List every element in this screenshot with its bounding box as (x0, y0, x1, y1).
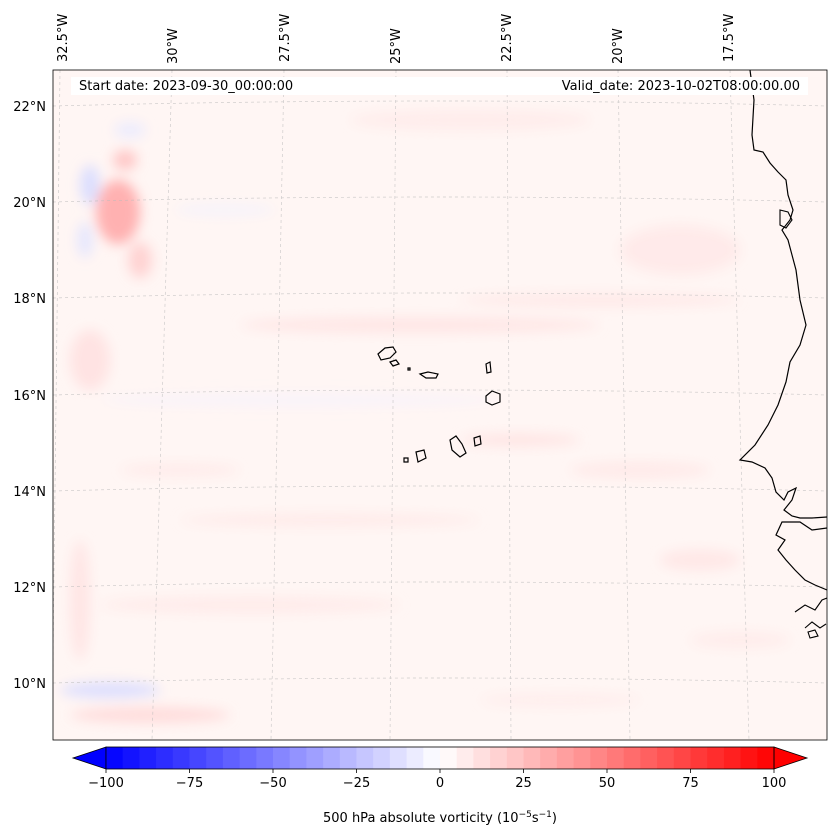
gridlines (53, 70, 827, 740)
colorbar-extend-max (773, 746, 809, 770)
colorbar-band (172, 747, 190, 769)
colorbar-band (623, 747, 641, 769)
colorbar-band (456, 747, 474, 769)
island-santiago (449, 435, 467, 458)
colorbar-tick-label: 50 (599, 776, 616, 791)
valid-date-label: Valid_date: 2023-10-02T08:00:00.00 (562, 79, 800, 94)
colorbar-band (239, 747, 257, 769)
map-border (52, 69, 828, 741)
colorbar-band (723, 747, 741, 769)
colorbar-ticks: −100 −75 −50 −25 0 25 50 75 100 (88, 769, 786, 791)
cape-verde-islands (377, 346, 501, 463)
island-sao-vicente (389, 359, 400, 367)
colorbar-tick-label: 25 (515, 776, 532, 791)
colorbar-band (556, 747, 574, 769)
colorbar-tick-label: 0 (436, 776, 444, 791)
lon-label: 27.5°W (278, 14, 293, 62)
colorbar-band (440, 747, 457, 769)
colorbar-band (406, 747, 424, 769)
island-boa-vista (485, 390, 501, 406)
island-fogo (415, 449, 427, 463)
colorbar-label: 500 hPa absolute vorticity (10−5s−1) (323, 810, 557, 826)
colorbar-band (423, 747, 441, 769)
colorbar-band (306, 747, 324, 769)
colorbar-band (607, 747, 624, 769)
island-brava (403, 457, 409, 463)
colorbar-band (189, 747, 207, 769)
colorbar-tick-label: −25 (343, 776, 370, 791)
colorbar-band (490, 747, 508, 769)
colorbar-band (757, 747, 775, 769)
map-panel (53, 70, 827, 740)
colorbar-band (106, 747, 123, 769)
header-strip (71, 77, 808, 95)
island-santo-antao (377, 346, 397, 361)
coastline-bijagos (794, 597, 827, 639)
colorbar-band (573, 747, 591, 769)
latitude-labels: 22°N 20°N 18°N 16°N 14°N 12°N 10°N (13, 100, 46, 692)
colorbar-band (139, 747, 157, 769)
lat-label: 18°N (13, 292, 46, 307)
colorbar-tick-label: 75 (682, 776, 699, 791)
colorbar-band (707, 747, 725, 769)
colorbar-band (323, 747, 341, 769)
longitude-labels: 32.5°W 30°W 27.5°W 25°W 22.5°W 20°W 17.5… (56, 14, 737, 64)
colorbar-tick-label: −100 (88, 776, 124, 791)
colorbar-band (222, 747, 240, 769)
lon-label: 32.5°W (56, 14, 71, 62)
lat-label: 16°N (13, 389, 46, 404)
lon-label: 20°W (611, 28, 626, 64)
colorbar-tick-label: −50 (259, 776, 286, 791)
colorbar-band (657, 747, 675, 769)
colorbar-band (373, 747, 391, 769)
lon-label: 30°W (166, 28, 181, 64)
colorbar-tick-label: 100 (762, 776, 787, 791)
lon-label: 25°W (389, 28, 404, 64)
lat-label: 22°N (13, 100, 46, 115)
island-santa-luzia (407, 367, 411, 371)
coastline-guinea (775, 521, 827, 591)
lat-label: 14°N (13, 485, 46, 500)
colorbar-band (673, 747, 691, 769)
colorbar-band (339, 747, 357, 769)
lat-label: 10°N (13, 677, 46, 692)
colorbar-band (690, 747, 708, 769)
island-maio (473, 435, 482, 447)
colorbar-band (289, 747, 307, 769)
start-date-label: Start date: 2023-09-30_00:00:00 (79, 79, 293, 94)
colorbar-band (540, 747, 558, 769)
colorbar-band (206, 747, 224, 769)
vorticity-field (60, 110, 790, 723)
colorbar-band (506, 747, 524, 769)
lat-label: 20°N (13, 196, 46, 211)
colorbar-band (740, 747, 758, 769)
africa-coastline (738, 70, 827, 519)
lon-label: 22.5°W (500, 14, 515, 62)
colorbar-band (590, 747, 608, 769)
island-sao-nicolau (418, 371, 439, 379)
colorbar-tick-label: −75 (176, 776, 203, 791)
colorbar-band (122, 747, 140, 769)
colorbar-band (156, 747, 174, 769)
lon-label: 17.5°W (722, 14, 737, 62)
colorbar: −100 −75 −50 −25 0 25 50 75 100 500 hPa absolute… (71, 746, 809, 826)
colorbar-band (640, 747, 658, 769)
colorbar-band (356, 747, 374, 769)
colorbar-band (256, 747, 274, 769)
colorbar-band (473, 747, 491, 769)
colorbar-extend-min (71, 746, 107, 770)
colorbar-band (523, 747, 541, 769)
colorbar-band (273, 747, 290, 769)
lat-label: 12°N (13, 581, 46, 596)
colorbar-bands (106, 747, 775, 769)
dakar-bay (779, 209, 793, 229)
island-sal (485, 361, 492, 374)
colorbar-band (389, 747, 407, 769)
